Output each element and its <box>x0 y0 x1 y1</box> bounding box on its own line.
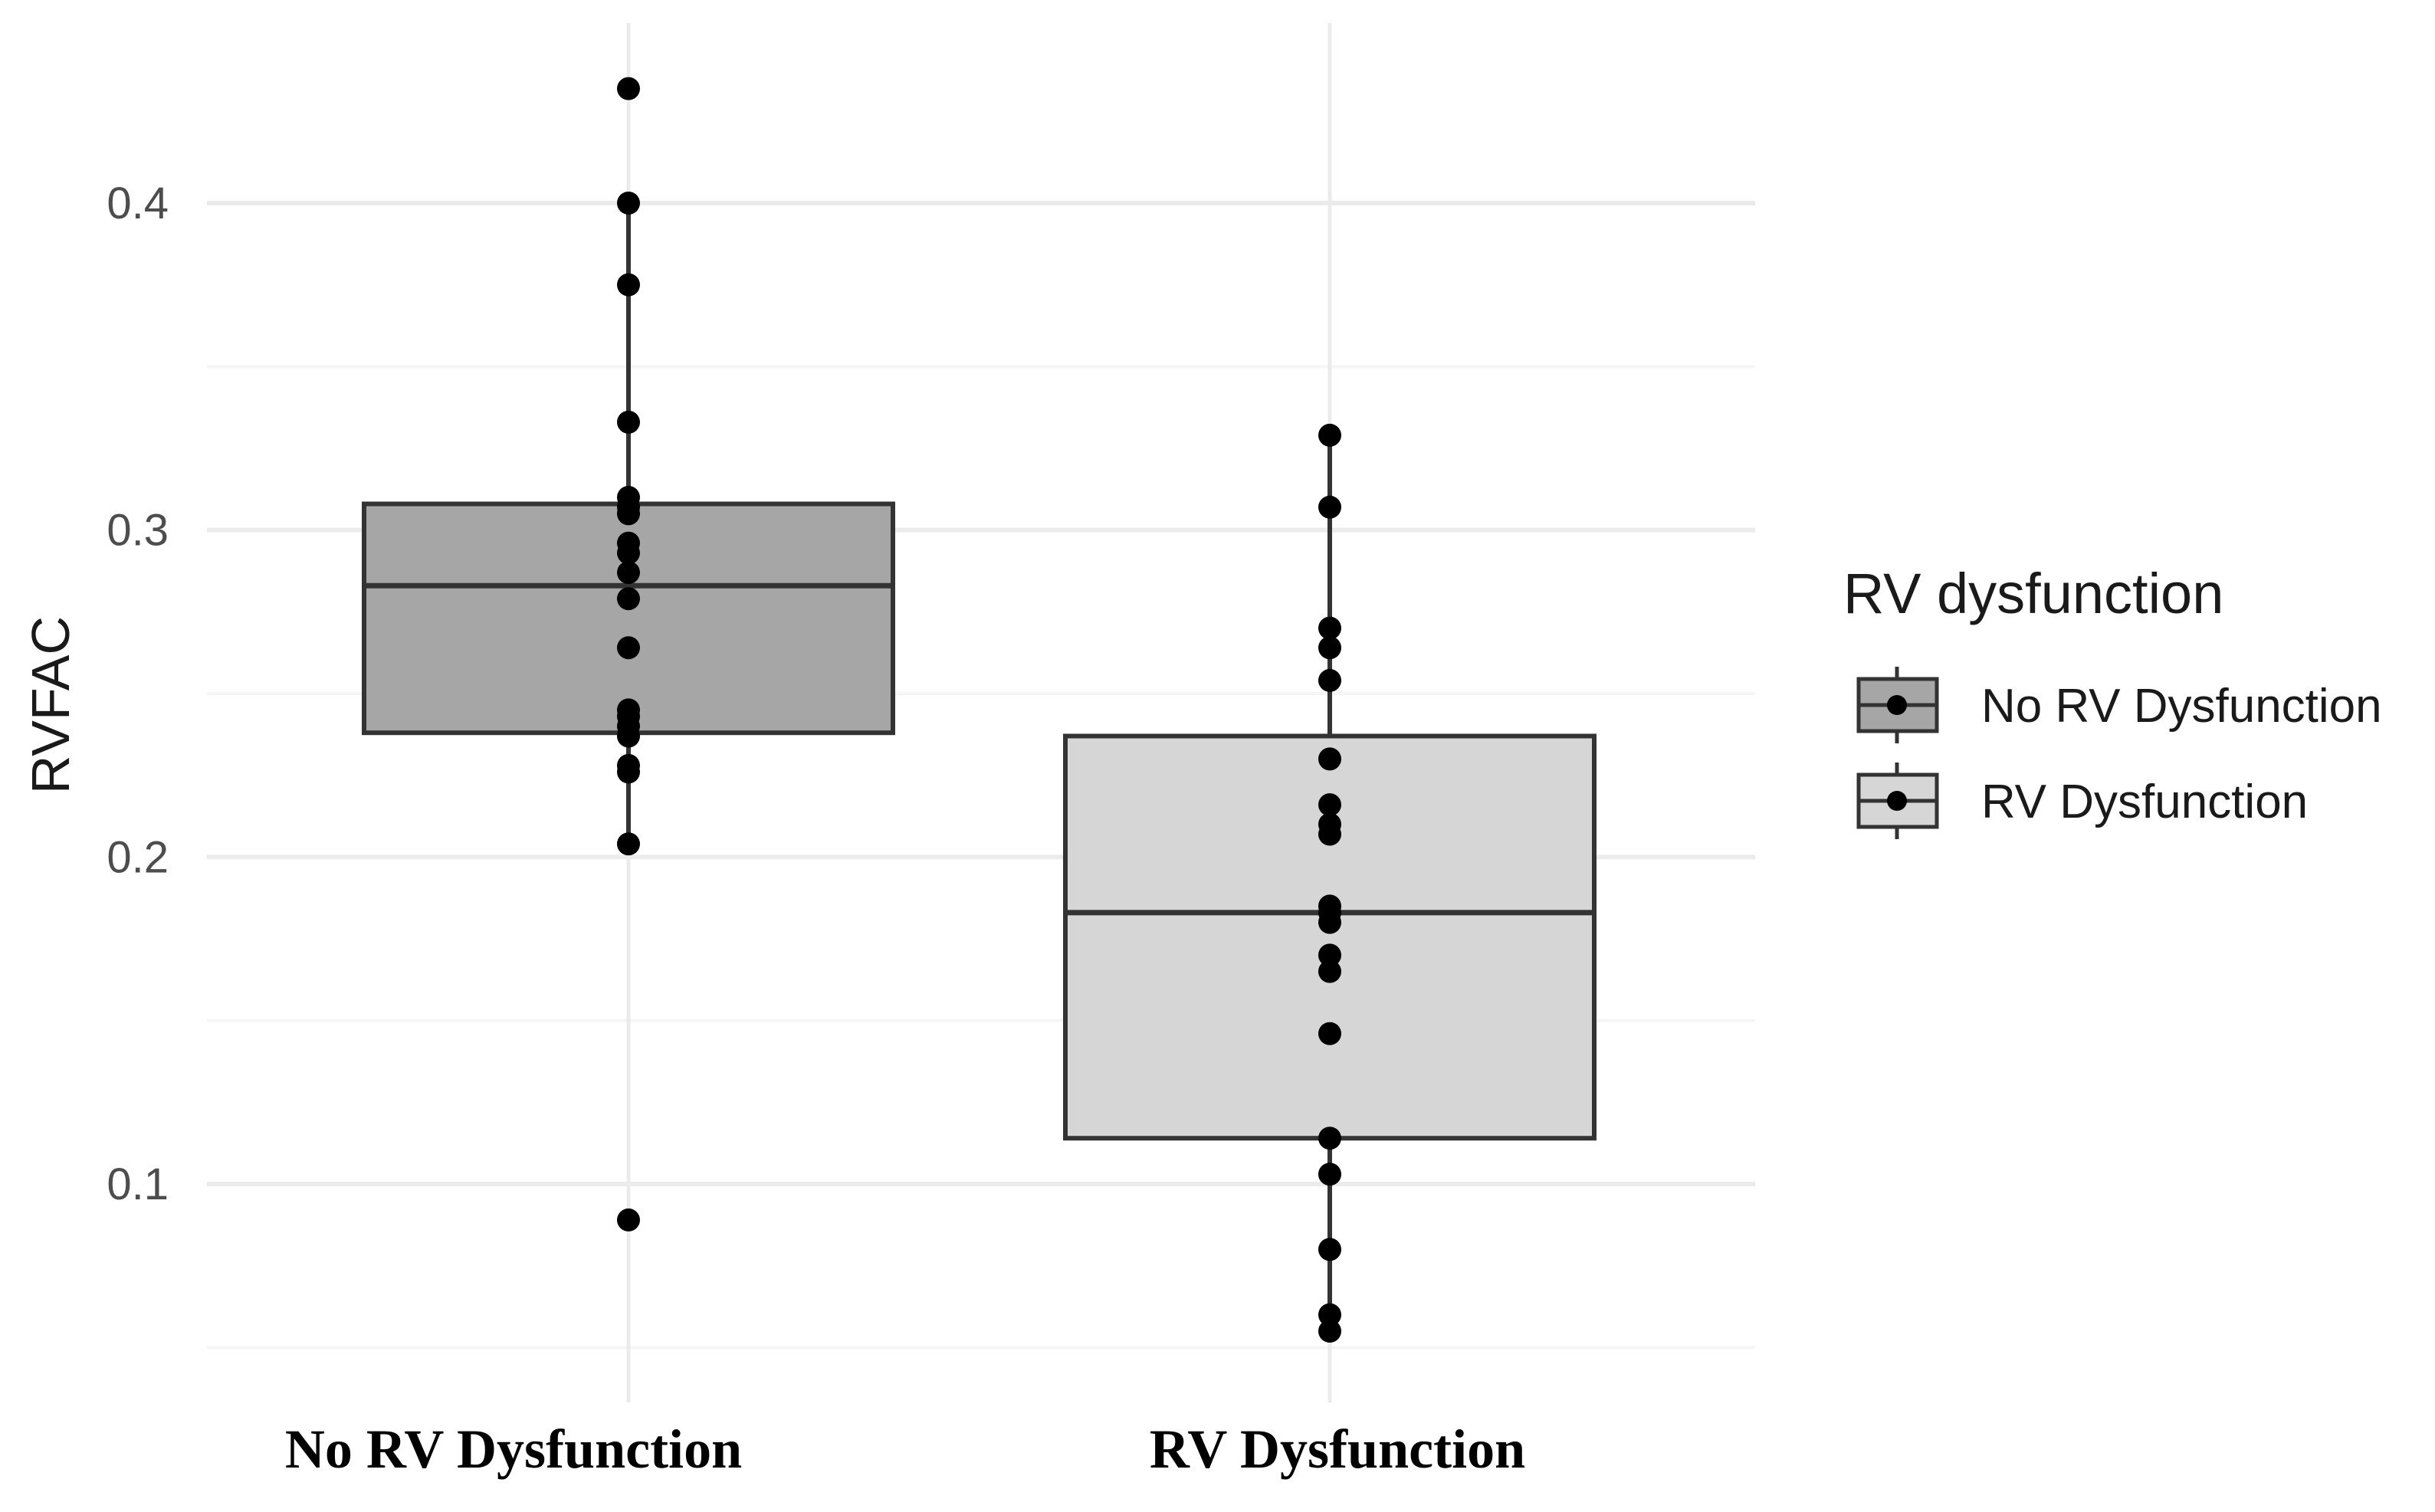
data-point-no-rv-dysfunction-0 <box>617 77 640 100</box>
data-point-rv-dysfunction-15 <box>1318 1127 1341 1150</box>
legend-item-rv-dysfunction: RV Dysfunction <box>1856 763 2308 839</box>
data-point-rv-dysfunction-2 <box>1318 616 1341 640</box>
data-point-rv-dysfunction-3 <box>1318 636 1341 660</box>
y-axis-ticks: 0.1 0.2 0.3 0.4 <box>107 179 169 1209</box>
data-point-rv-dysfunction-4 <box>1318 668 1341 692</box>
data-point-rv-dysfunction-11 <box>1318 910 1341 934</box>
data-point-rv-dysfunction-19 <box>1318 1320 1341 1343</box>
data-point-rv-dysfunction-12 <box>1318 943 1341 967</box>
y-tick-label-0-3: 0.3 <box>107 506 169 556</box>
data-point-no-rv-dysfunction-3 <box>617 410 640 434</box>
data-point-no-rv-dysfunction-11 <box>617 636 640 660</box>
data-point-no-rv-dysfunction-6 <box>617 502 640 526</box>
data-point-no-rv-dysfunction-18 <box>617 832 640 856</box>
data-point-rv-dysfunction-1 <box>1318 495 1341 519</box>
x-tick-label-no-rv-dysfunction: No RV Dysfunction <box>285 1419 742 1480</box>
data-point-no-rv-dysfunction-1 <box>617 192 640 215</box>
y-axis-title: RVFAC <box>21 616 80 794</box>
data-point-rv-dysfunction-17 <box>1318 1238 1341 1261</box>
data-point-no-rv-dysfunction-9 <box>617 561 640 585</box>
y-tick-label-0-2: 0.2 <box>107 832 169 882</box>
legend-label-rv-dysfunction: RV Dysfunction <box>1981 776 2308 828</box>
x-tick-label-rv-dysfunction: RV Dysfunction <box>1150 1419 1525 1480</box>
data-points <box>617 77 1341 1343</box>
data-point-no-rv-dysfunction-8 <box>617 541 640 565</box>
legend-point-rv-dysfunction <box>1887 791 1907 811</box>
legend: RV dysfunction No RV Dysfunction RV Dysf… <box>1843 562 2382 839</box>
data-point-no-rv-dysfunction-17 <box>617 760 640 784</box>
data-point-no-rv-dysfunction-10 <box>617 587 640 611</box>
data-point-rv-dysfunction-13 <box>1318 959 1341 983</box>
legend-label-no-rv-dysfunction: No RV Dysfunction <box>1981 680 2382 733</box>
data-point-rv-dysfunction-0 <box>1318 423 1341 447</box>
data-point-rv-dysfunction-18 <box>1318 1303 1341 1327</box>
legend-item-no-rv-dysfunction: No RV Dysfunction <box>1856 667 2382 743</box>
data-point-rv-dysfunction-8 <box>1318 822 1341 846</box>
data-point-rv-dysfunction-6 <box>1318 793 1341 817</box>
boxes <box>362 203 1597 1331</box>
data-point-no-rv-dysfunction-2 <box>617 273 640 297</box>
data-point-no-rv-dysfunction-15 <box>617 724 640 748</box>
y-tick-label-0-4: 0.4 <box>107 179 169 228</box>
legend-point-no-rv-dysfunction <box>1887 695 1907 715</box>
data-point-no-rv-dysfunction-19 <box>617 1208 640 1232</box>
y-tick-label-0-1: 0.1 <box>107 1159 169 1209</box>
data-point-rv-dysfunction-14 <box>1318 1022 1341 1045</box>
data-point-rv-dysfunction-5 <box>1318 747 1341 771</box>
legend-title: RV dysfunction <box>1843 562 2223 625</box>
data-point-rv-dysfunction-16 <box>1318 1163 1341 1186</box>
